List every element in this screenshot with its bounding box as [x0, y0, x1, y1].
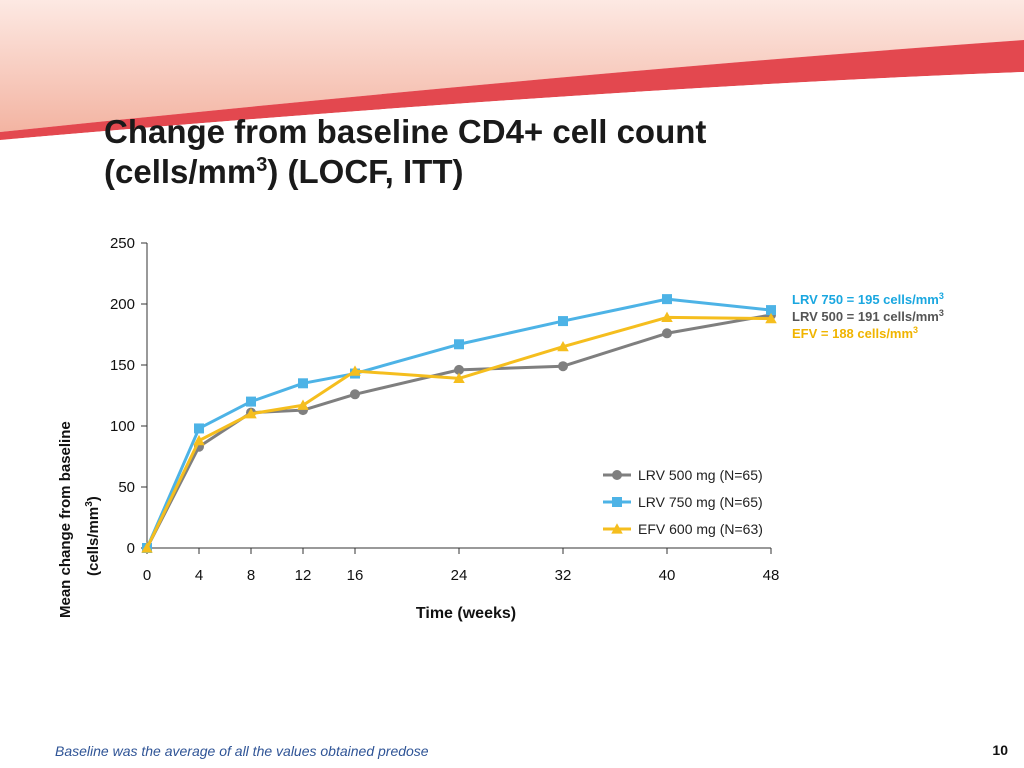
y-tick-label: 150	[110, 357, 135, 374]
x-tick-label: 12	[295, 567, 312, 584]
data-point	[662, 328, 672, 339]
data-point	[245, 408, 257, 419]
y-tick-label: 250	[110, 235, 135, 252]
x-tick-label: 4	[195, 567, 203, 584]
annotation-text: EFV = 188 cells/mm	[792, 326, 913, 341]
footnote: Baseline was the average of all the valu…	[55, 743, 429, 759]
x-tick-label: 40	[659, 567, 676, 584]
y-tick-label: 100	[110, 418, 135, 435]
end-value-annotation: LRV 500 = 191 cells/mm3	[792, 308, 944, 324]
title-line2-pre: (cells/mm	[104, 153, 257, 190]
data-point	[612, 497, 622, 507]
data-point	[349, 365, 361, 376]
data-point	[662, 294, 672, 305]
annotation-sup: 3	[939, 291, 944, 301]
data-point	[453, 372, 465, 384]
y-tick-label: 200	[110, 296, 135, 313]
header-banner	[0, 0, 1024, 140]
annotation-sup: 3	[939, 308, 944, 318]
annotation-text: LRV 500 = 191 cells/mm	[792, 309, 939, 324]
title-line2-sup: 3	[256, 154, 268, 176]
data-point	[193, 434, 205, 446]
data-point	[612, 470, 622, 480]
y-tick-label: 50	[118, 479, 135, 496]
y-axis-label: Mean change from baseline	[57, 421, 74, 618]
data-point	[557, 340, 569, 352]
y-axis-label-line2-text: (cells/mm	[85, 507, 102, 576]
legend-label: LRV 750 mg (N=65)	[638, 494, 763, 510]
x-tick-label: 8	[247, 567, 255, 584]
data-point	[558, 316, 568, 327]
data-point	[297, 399, 309, 410]
series-line	[145, 313, 772, 549]
y-axis-label-2: (cells/mm3)	[84, 496, 102, 576]
series-3	[141, 311, 777, 553]
page-number: 10	[992, 742, 1008, 758]
y-axis-label-line2: (cells/mm3)	[84, 496, 102, 576]
end-value-annotation: EFV = 188 cells/mm3	[792, 325, 918, 341]
x-tick-label: 16	[347, 567, 364, 584]
data-point	[454, 339, 464, 350]
end-value-annotation: LRV 750 = 195 cells/mm3	[792, 291, 944, 307]
data-point	[766, 305, 776, 316]
series-2	[142, 294, 776, 553]
y-axis-label-sup: 3	[84, 501, 95, 507]
data-point	[661, 311, 673, 323]
data-point	[350, 389, 360, 400]
legend-label: LRV 500 mg (N=65)	[638, 467, 763, 483]
data-point	[194, 423, 204, 434]
annotation-text: LRV 750 = 195 cells/mm	[792, 292, 939, 307]
x-tick-label: 48	[763, 567, 780, 584]
data-point	[141, 542, 153, 553]
data-point	[298, 378, 308, 389]
series-line	[145, 315, 772, 549]
x-tick-label: 24	[451, 567, 468, 584]
data-point	[611, 523, 623, 534]
y-axis-label-line1: Mean change from baseline	[57, 421, 74, 618]
data-point	[246, 396, 256, 407]
series-line	[145, 297, 772, 549]
data-point	[558, 361, 568, 372]
x-axis-label: Time (weeks)	[416, 605, 516, 622]
data-point	[454, 364, 464, 375]
x-tick-label: 32	[555, 567, 572, 584]
legend-label: EFV 600 mg (N=63)	[638, 521, 763, 537]
data-point	[765, 312, 777, 324]
series-layer	[141, 294, 777, 553]
slide-title: Change from baseline CD4+ cell count (ce…	[104, 112, 904, 192]
legend: LRV 500 mg (N=65) LRV 750 mg (N=65) EFV 60…	[603, 467, 763, 537]
y-axis-label-close: )	[85, 496, 102, 501]
title-line1: Change from baseline CD4+ cell count	[104, 113, 707, 150]
title-line2-post: ) (LOCF, ITT)	[267, 153, 464, 190]
x-tick-label: 0	[143, 567, 151, 584]
annotation-sup: 3	[913, 325, 918, 335]
y-tick-label: 0	[127, 540, 135, 557]
